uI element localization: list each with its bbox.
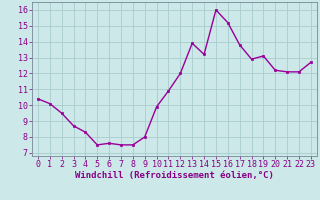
X-axis label: Windchill (Refroidissement éolien,°C): Windchill (Refroidissement éolien,°C) (75, 171, 274, 180)
